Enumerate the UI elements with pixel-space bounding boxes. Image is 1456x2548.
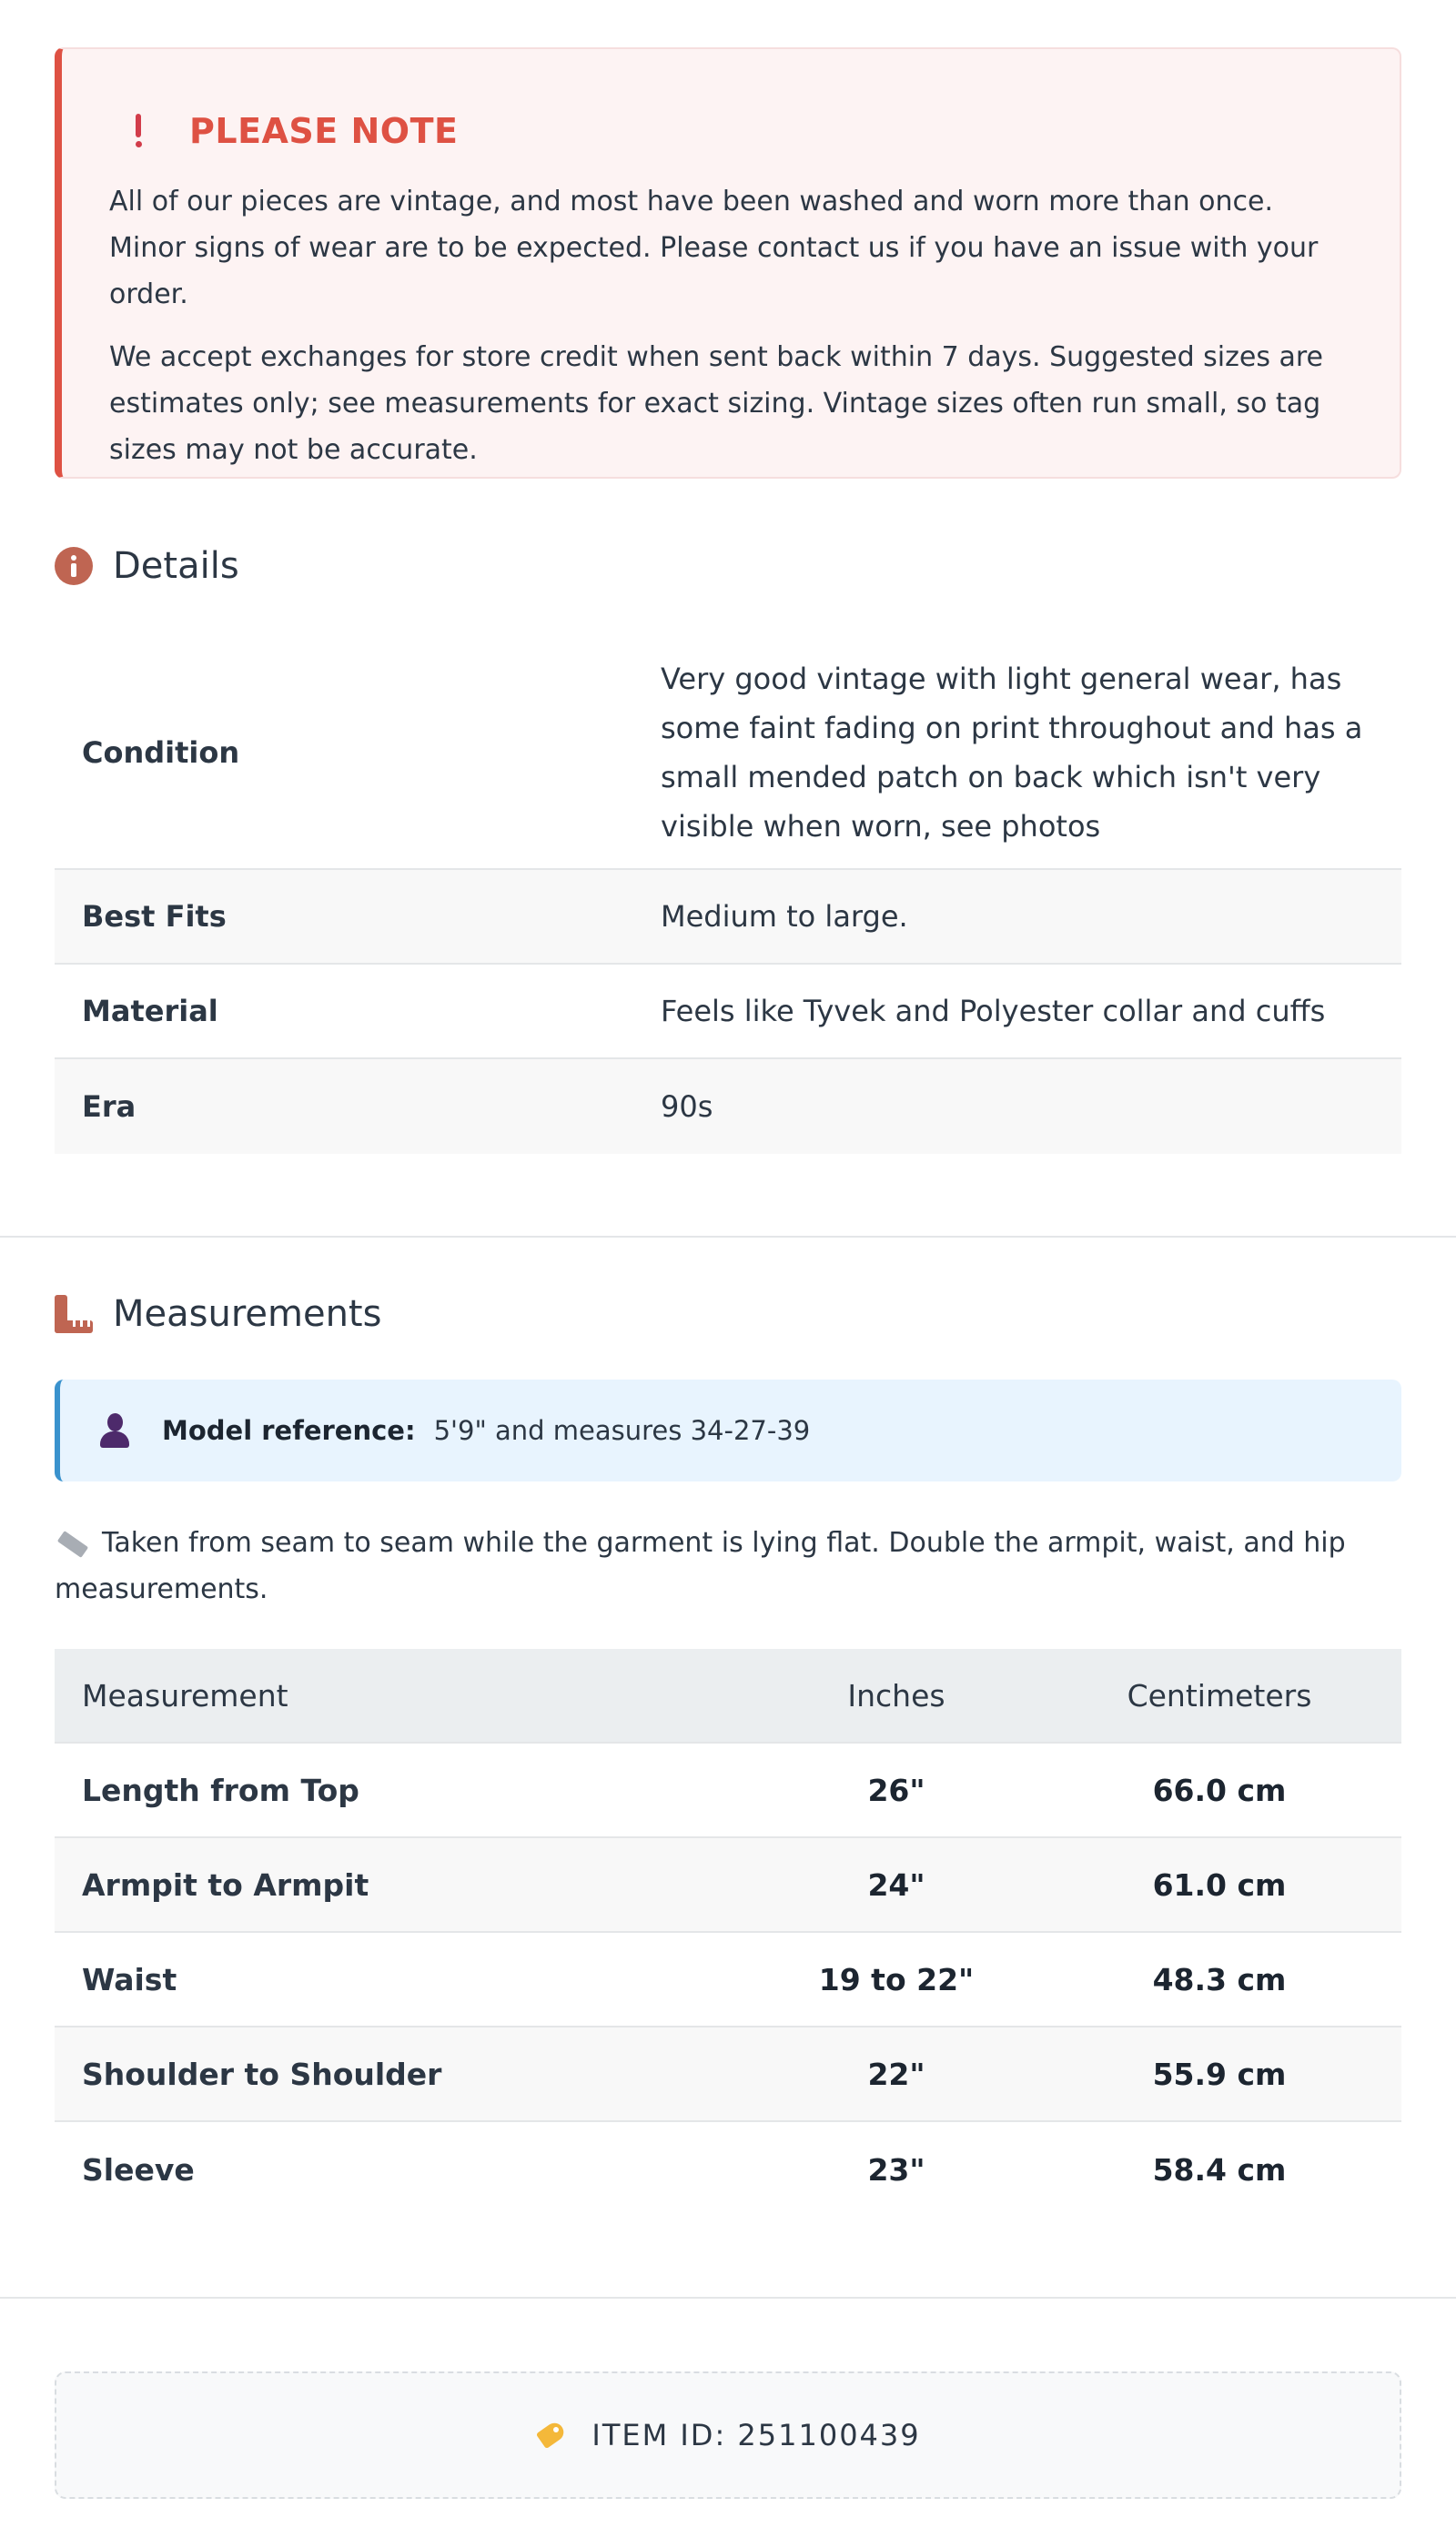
measurements-table: Measurement Inches Centimeters Length fr… (55, 1649, 1401, 2217)
column-header-inches: Inches (847, 1677, 945, 1714)
notice-box: PLEASE NOTE All of our pieces are vintag… (55, 47, 1401, 479)
column-header-measurement: Measurement (82, 1677, 288, 1714)
details-value: Feels like Tyvek and Polyester collar an… (661, 994, 1326, 1028)
measurement-note-text: Taken from seam to seam while the garmen… (55, 1527, 1346, 1605)
column-header-centimeters: Centimeters (1127, 1677, 1312, 1714)
measurement-name: Shoulder to Shoulder (82, 2056, 442, 2092)
notice-header: PLEASE NOTE (109, 102, 1352, 160)
details-label: Era (82, 1089, 136, 1124)
pencil-icon (55, 1530, 91, 1558)
section-divider (0, 1236, 1456, 1238)
tag-icon (535, 2419, 568, 2450)
section-divider (0, 2297, 1456, 2299)
details-value: 90s (661, 1089, 713, 1124)
measurements-header: Measurements (55, 1287, 1401, 1341)
model-reference: Model reference: 5'9" and measures 34-27… (55, 1380, 1401, 1481)
table-row: Length from Top 26" 66.0 cm (55, 1744, 1401, 1838)
table-header-row: Measurement Inches Centimeters (55, 1649, 1401, 1744)
details-row-era: Era 90s (55, 1059, 1401, 1154)
table-row: Sleeve 23" 58.4 cm (55, 2122, 1401, 2217)
measurement-inches: 19 to 22" (818, 1961, 975, 1997)
table-row: Armpit to Armpit 24" 61.0 cm (55, 1838, 1401, 1933)
measurement-cm: 58.4 cm (1152, 2151, 1287, 2188)
measurement-cm: 66.0 cm (1152, 1772, 1287, 1808)
exclamation-icon (120, 110, 157, 152)
notice-paragraph-1: All of our pieces are vintage, and most … (109, 186, 1319, 310)
measurement-name: Sleeve (82, 2151, 195, 2188)
model-reference-value: 5'9" and measures 34-27-39 (433, 1415, 811, 1446)
details-label: Condition (82, 735, 240, 770)
details-title: Details (113, 545, 239, 587)
details-label: Best Fits (82, 899, 227, 934)
details-value: Medium to large. (661, 899, 908, 934)
details-value: Very good vintage with light general wea… (661, 662, 1363, 844)
details-row-best-fits: Best Fits Medium to large. (55, 870, 1401, 965)
measurement-inches: 26" (867, 1772, 925, 1808)
measurement-cm: 55.9 cm (1152, 2056, 1287, 2092)
notice-title: PLEASE NOTE (189, 111, 459, 151)
item-id: ITEM ID: 251100439 (592, 2418, 921, 2452)
measurement-name: Length from Top (82, 1772, 359, 1808)
measurement-cm: 48.3 cm (1152, 1961, 1287, 1997)
notice-paragraph-2: We accept exchanges for store credit whe… (109, 341, 1324, 466)
model-reference-label: Model reference: (162, 1415, 416, 1446)
details-row-condition: Condition Very good vintage with light g… (55, 637, 1401, 870)
table-row: Waist 19 to 22" 48.3 cm (55, 1933, 1401, 2027)
measurement-inches: 24" (867, 1866, 925, 1903)
person-icon (98, 1413, 131, 1448)
details-row-material: Material Feels like Tyvek and Polyester … (55, 965, 1401, 1059)
table-row: Shoulder to Shoulder 22" 55.9 cm (55, 2027, 1401, 2122)
details-table: Condition Very good vintage with light g… (55, 637, 1401, 1154)
ruler-icon (55, 1295, 93, 1333)
details-label: Material (82, 994, 218, 1028)
measurement-inches: 22" (867, 2056, 925, 2092)
item-id-box: ITEM ID: 251100439 (55, 2371, 1401, 2499)
details-header: Details (55, 539, 1401, 593)
measurements-title: Measurements (113, 1293, 382, 1335)
measurement-note: Taken from seam to seam while the garmen… (55, 1520, 1401, 1613)
measurement-cm: 61.0 cm (1152, 1866, 1287, 1903)
measurement-name: Waist (82, 1961, 177, 1997)
info-icon (55, 547, 93, 585)
measurement-inches: 23" (867, 2151, 925, 2188)
measurement-name: Armpit to Armpit (82, 1866, 369, 1903)
